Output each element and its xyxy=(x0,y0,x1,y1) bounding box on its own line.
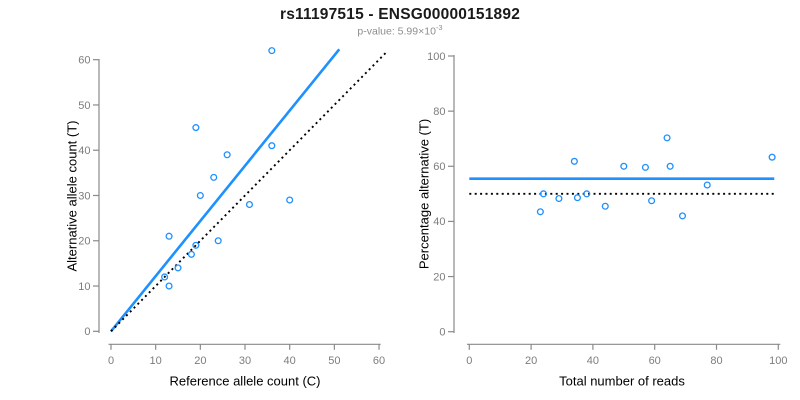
x-tick-label: 20 xyxy=(525,355,537,367)
y-tick-label: 40 xyxy=(433,216,445,228)
data-point xyxy=(678,212,687,220)
fitted-line xyxy=(109,48,341,333)
x-tick-label: 30 xyxy=(239,355,251,367)
data-point xyxy=(223,151,231,159)
data-point xyxy=(187,250,195,258)
left-y-axis-label: Alternative allele count (T) xyxy=(64,120,80,272)
data-point xyxy=(210,173,218,181)
data-point xyxy=(268,47,276,55)
y-tick-label: 10 xyxy=(78,281,90,293)
y-tick-label: 60 xyxy=(78,54,90,66)
data-point xyxy=(570,157,578,165)
y-tick-label: 20 xyxy=(78,236,90,248)
data-point xyxy=(192,124,200,132)
y-tick-label: 20 xyxy=(433,271,445,283)
x-tick-label: 0 xyxy=(466,355,472,367)
y-tick-label: 80 xyxy=(433,106,445,118)
data-point xyxy=(573,194,581,202)
data-point xyxy=(601,202,609,210)
data-point xyxy=(620,162,628,170)
right-y-axis-label: Percentage alternative (T) xyxy=(416,118,432,270)
x-tick-label: 60 xyxy=(373,355,385,367)
left-x-axis-label: Reference allele count (C) xyxy=(169,373,321,389)
data-point xyxy=(268,142,276,150)
x-tick-label: 100 xyxy=(769,355,787,367)
x-tick-label: 80 xyxy=(710,355,722,367)
y-tick-label: 50 xyxy=(78,100,90,112)
x-tick-label: 40 xyxy=(284,355,296,367)
x-tick-label: 20 xyxy=(194,355,206,367)
data-point xyxy=(666,162,674,170)
x-tick-label: 10 xyxy=(150,355,162,367)
data-point xyxy=(192,241,200,249)
y-tick-label: 0 xyxy=(439,327,445,339)
data-point xyxy=(536,208,544,216)
y-tick-label: 40 xyxy=(78,145,90,157)
page-title: rs11197515 - ENSG00000151892 xyxy=(279,6,521,23)
data-point xyxy=(555,194,563,203)
x-tick-label: 50 xyxy=(328,355,340,367)
pvalue-exponent: -3 xyxy=(435,23,443,32)
data-point xyxy=(161,273,169,281)
data-point xyxy=(641,163,649,171)
y-tick-label: 60 xyxy=(433,161,445,173)
data-point xyxy=(196,191,204,200)
data-point xyxy=(703,181,711,189)
data-point xyxy=(539,190,548,198)
data-point xyxy=(768,153,776,161)
right-x-axis-label: Total number of reads xyxy=(559,373,685,389)
data-point xyxy=(663,134,671,142)
data-point xyxy=(245,200,254,209)
pvalue-text: p-value: 5.99×10 xyxy=(357,25,436,38)
data-point xyxy=(648,197,656,205)
x-tick-label: 40 xyxy=(587,355,599,367)
x-tick-label: 60 xyxy=(649,355,661,367)
data-point xyxy=(286,196,294,204)
y-tick-label: 30 xyxy=(78,190,90,202)
pvalue-subtitle: p-value: 5.99×10-3 xyxy=(0,23,800,38)
x-tick-label: 0 xyxy=(108,355,114,367)
data-point xyxy=(214,237,222,245)
y-tick-label: 100 xyxy=(427,51,445,63)
identity-line xyxy=(110,52,387,332)
data-point xyxy=(165,232,173,240)
data-point xyxy=(583,190,591,198)
data-point xyxy=(165,282,173,290)
data-point xyxy=(174,264,182,272)
y-tick-label: 0 xyxy=(84,326,90,338)
